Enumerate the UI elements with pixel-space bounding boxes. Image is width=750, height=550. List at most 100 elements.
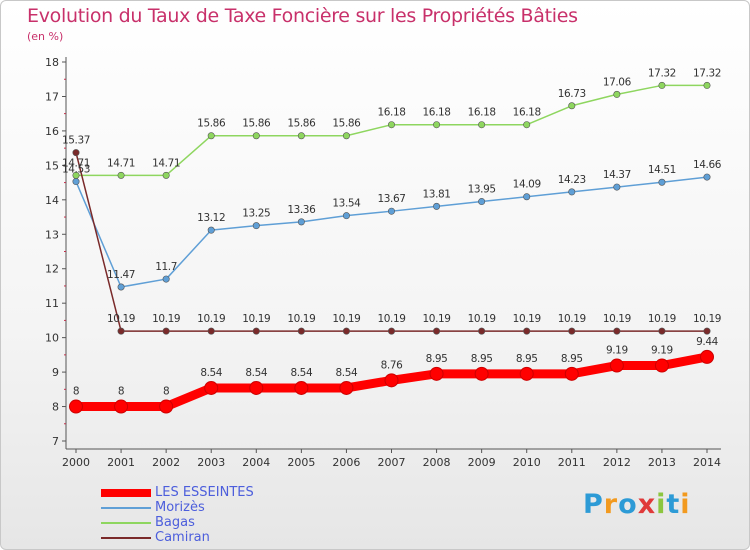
x-tick-label: 2012 — [603, 456, 631, 469]
y-tick-label: 11 — [45, 297, 59, 310]
data-point — [114, 399, 129, 414]
data-point — [568, 188, 576, 196]
data-label: 10.19 — [693, 313, 721, 325]
data-label: 15.86 — [197, 118, 226, 130]
data-point — [703, 327, 711, 335]
data-point — [249, 380, 264, 395]
data-label: 14.71 — [107, 157, 135, 169]
data-label: 8.54 — [336, 367, 358, 379]
data-label: 10.19 — [377, 313, 405, 325]
data-point — [342, 327, 350, 335]
data-point — [609, 358, 624, 373]
data-label: 10.19 — [558, 313, 586, 325]
data-label: 13.67 — [377, 193, 405, 205]
y-tick-label: 10 — [45, 332, 59, 345]
data-label: 9.19 — [606, 345, 628, 357]
legend-label: LES ESSEINTES — [155, 485, 254, 500]
y-tick-label: 17 — [45, 90, 59, 103]
unit-label: (en %) — [27, 30, 64, 43]
data-point — [613, 183, 621, 191]
data-label: 10.19 — [468, 313, 496, 325]
data-point — [342, 212, 350, 220]
data-label: 9.19 — [651, 345, 673, 357]
data-point — [159, 399, 174, 414]
data-label: 8.95 — [426, 353, 448, 365]
logo-letter: i — [656, 489, 667, 520]
data-point — [433, 327, 441, 335]
data-point — [658, 178, 666, 186]
data-point — [117, 171, 125, 179]
data-label: 9.44 — [696, 336, 718, 348]
data-point — [207, 327, 215, 335]
data-label: 16.18 — [377, 107, 405, 119]
data-label: 10.19 — [603, 313, 631, 325]
data-point — [72, 171, 80, 179]
data-point — [162, 327, 170, 335]
logo-letter: i — [680, 489, 691, 520]
data-point — [658, 81, 666, 89]
data-point — [117, 327, 125, 335]
legend-label: Bagas — [155, 515, 195, 530]
data-label: 10.19 — [648, 313, 676, 325]
data-label: 13.25 — [242, 208, 270, 220]
data-point — [478, 198, 486, 206]
data-label: 11.7 — [155, 261, 177, 273]
data-label: 17.32 — [648, 67, 676, 79]
data-label: 14.09 — [513, 179, 541, 191]
data-point — [204, 380, 219, 395]
data-point — [523, 327, 531, 335]
data-point — [72, 178, 80, 186]
x-tick-label: 2014 — [693, 456, 721, 469]
x-tick-label: 2002 — [152, 456, 180, 469]
data-point — [478, 121, 486, 129]
data-point — [474, 366, 489, 381]
data-point — [252, 327, 260, 335]
legend-item: Morizès — [101, 500, 321, 515]
data-point — [387, 121, 395, 129]
logo-letter: x — [637, 489, 657, 520]
data-label: 10.19 — [513, 313, 541, 325]
data-point — [519, 366, 534, 381]
data-label: 8 — [118, 386, 124, 398]
data-label: 14.23 — [558, 174, 586, 186]
data-point — [387, 207, 395, 215]
x-tick-label: 2000 — [62, 456, 90, 469]
legend-label: Camiran — [155, 530, 210, 545]
data-label: 15.86 — [242, 118, 271, 130]
y-tick-label: 9 — [52, 366, 59, 379]
data-point — [384, 373, 399, 388]
data-point — [117, 283, 125, 291]
data-point — [703, 81, 711, 89]
x-tick-label: 2001 — [107, 456, 135, 469]
x-tick-label: 2011 — [558, 456, 586, 469]
data-label: 13.95 — [468, 184, 496, 196]
data-point — [523, 121, 531, 129]
data-label: 13.81 — [423, 188, 451, 200]
data-point — [478, 327, 486, 335]
data-point — [162, 171, 170, 179]
data-label: 10.19 — [332, 313, 360, 325]
data-point — [297, 327, 305, 335]
data-label: 17.32 — [693, 67, 721, 79]
y-tick-label: 18 — [45, 56, 59, 69]
x-tick-label: 2006 — [332, 456, 360, 469]
legend: LES ESSEINTES Morizès Bagas Camiran — [101, 485, 321, 545]
data-label: 13.54 — [332, 198, 361, 210]
data-label: 16.18 — [513, 107, 541, 119]
legend-item: Bagas — [101, 515, 321, 530]
x-tick-label: 2005 — [287, 456, 315, 469]
data-point — [69, 399, 83, 414]
y-tick-label: 12 — [45, 263, 59, 276]
logo-letter: o — [618, 489, 638, 520]
data-label: 10.19 — [287, 313, 315, 325]
data-label: 8 — [73, 386, 79, 398]
data-label: 16.73 — [558, 88, 586, 100]
legend-item: Camiran — [101, 530, 321, 545]
data-point — [613, 90, 621, 98]
data-label: 14.71 — [62, 157, 90, 169]
data-label: 14.71 — [152, 157, 180, 169]
data-label: 8.95 — [516, 353, 538, 365]
logo-letter: t — [666, 489, 681, 520]
